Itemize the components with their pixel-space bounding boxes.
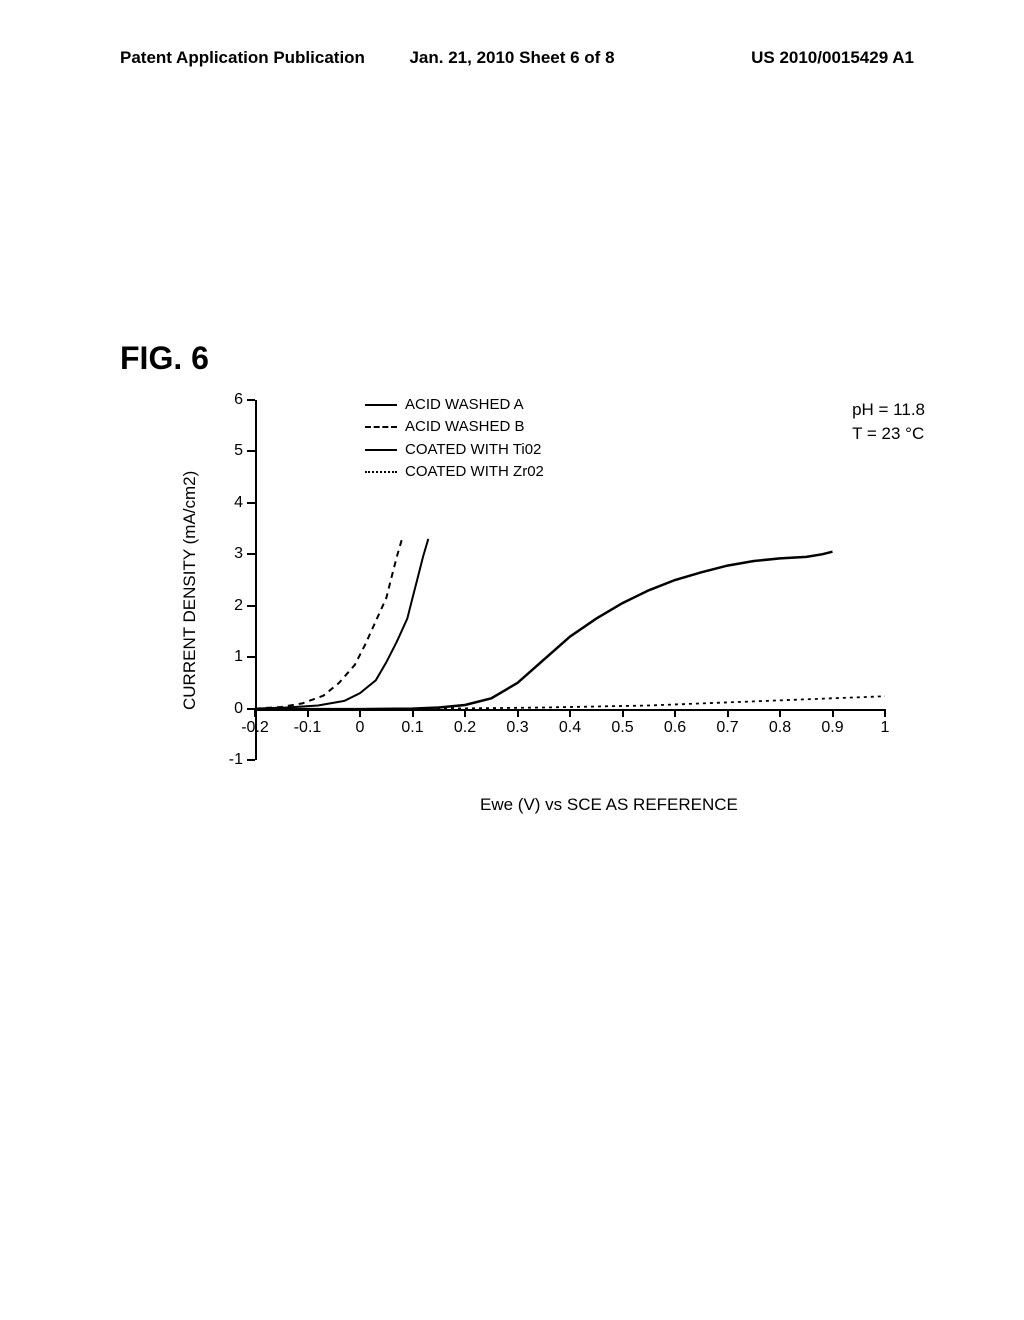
y-tick-label: 1	[234, 648, 243, 666]
legend-label: COATED WITH Zr02	[405, 462, 544, 482]
x-tick-label: 0.7	[716, 719, 738, 737]
header-left: Patent Application Publication	[120, 48, 365, 68]
legend-label: ACID WASHED B	[405, 417, 524, 437]
chart-container: CURRENT DENSITY (mA/cm2) -1 0 1 2 3 4 5 6 -0.2 -0…	[150, 390, 945, 840]
legend-label: ACID WASHED A	[405, 395, 524, 415]
y-tick	[247, 502, 255, 504]
x-tick	[359, 709, 361, 717]
x-tick-label: 1	[881, 719, 890, 737]
legend-label: COATED WITH Ti02	[405, 440, 541, 460]
x-tick	[832, 709, 834, 717]
x-tick-label: 0.2	[454, 719, 476, 737]
x-tick	[569, 709, 571, 717]
y-tick-label: 4	[234, 494, 243, 512]
x-tick	[884, 709, 886, 717]
y-tick	[247, 399, 255, 401]
legend-swatch-dotted-icon	[365, 471, 397, 473]
y-tick	[247, 553, 255, 555]
annotation-block: pH = 11.8 T = 23 °C	[852, 398, 925, 446]
y-tick	[247, 656, 255, 658]
x-tick	[517, 709, 519, 717]
x-axis-title: Ewe (V) vs SCE AS REFERENCE	[480, 795, 738, 815]
x-tick	[307, 709, 309, 717]
legend-item-a: ACID WASHED A	[365, 395, 544, 415]
y-tick	[247, 605, 255, 607]
x-tick	[779, 709, 781, 717]
y-tick	[247, 759, 255, 761]
legend-swatch-solid-icon	[365, 449, 397, 451]
x-tick-label: 0.4	[559, 719, 581, 737]
y-tick	[247, 450, 255, 452]
x-tick-label: 0.5	[611, 719, 633, 737]
chart-curves	[255, 400, 885, 760]
y-tick-label: 5	[234, 442, 243, 460]
figure-label: FIG. 6	[120, 340, 209, 377]
x-tick-label: 0	[356, 719, 365, 737]
x-tick-label: -0.1	[294, 719, 322, 737]
x-tick	[727, 709, 729, 717]
legend-item-b: ACID WASHED B	[365, 417, 544, 437]
y-tick-label: 2	[234, 597, 243, 615]
series-coated_tio2	[255, 552, 833, 709]
x-tick	[412, 709, 414, 717]
legend-swatch-solid-icon	[365, 404, 397, 406]
x-tick	[674, 709, 676, 717]
legend-item-c: COATED WITH Ti02	[365, 440, 544, 460]
x-tick	[254, 709, 256, 717]
legend-item-d: COATED WITH Zr02	[365, 462, 544, 482]
header-right: US 2010/0015429 A1	[751, 48, 914, 68]
x-tick-label: 0.1	[401, 719, 423, 737]
x-tick-label: 0.9	[821, 719, 843, 737]
y-tick-label: 3	[234, 545, 243, 563]
x-tick-label: 0.6	[664, 719, 686, 737]
x-tick	[622, 709, 624, 717]
x-tick-label: 0.3	[506, 719, 528, 737]
plot-area: -10123456-0.2-0.100.10.20.30.40.50.60.70…	[255, 400, 885, 760]
y-tick-label: 0	[234, 700, 243, 718]
annotation-ph: pH = 11.8	[852, 398, 925, 422]
x-tick-label: 0.8	[769, 719, 791, 737]
x-tick	[464, 709, 466, 717]
annotation-temp: T = 23 °C	[852, 422, 925, 446]
legend-swatch-dashed-icon	[365, 426, 397, 428]
legend: ACID WASHED A ACID WASHED B COATED WITH …	[365, 395, 544, 484]
series-acid_washed_a	[255, 539, 428, 709]
y-tick-label: -1	[229, 751, 243, 769]
series-acid_washed_b	[255, 539, 402, 709]
y-axis-title: CURRENT DENSITY (mA/cm2)	[180, 471, 200, 710]
x-tick-label: -0.2	[241, 719, 269, 737]
y-tick-label: 6	[234, 391, 243, 409]
page-header: Patent Application Publication Jan. 21, …	[0, 48, 1024, 68]
